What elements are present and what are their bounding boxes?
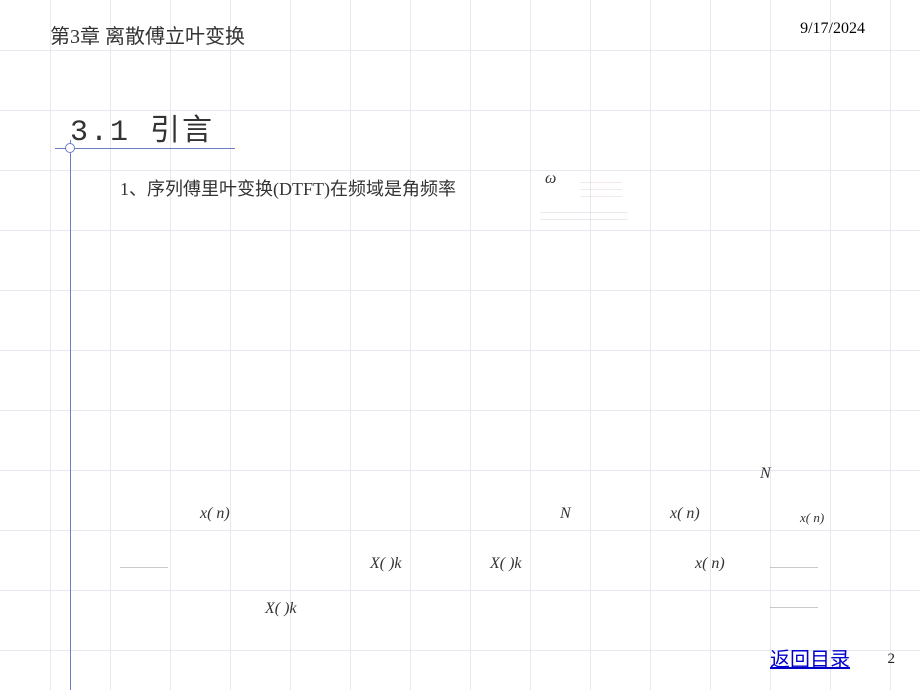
chapter-title: 第3章 离散傅立叶变换 (50, 20, 245, 49)
formula-Xk-3: X( )k (265, 600, 297, 618)
tiny-annotation-2: ········································… (540, 210, 660, 224)
title-underline (55, 148, 235, 149)
formula-xn-1: x( n) (200, 505, 230, 523)
tiny-line-3: ———————— (770, 605, 818, 612)
back-to-toc-link[interactable]: 返回目录 (770, 643, 850, 672)
formula-Xk-2: X( )k (490, 555, 522, 573)
body-line-1: 1、序列傅里叶变换(DTFT)在频域是角频率 (120, 175, 456, 201)
title-bullet-icon (65, 143, 75, 153)
vertical-rule (70, 140, 71, 690)
omega-symbol: ω (545, 170, 556, 188)
header-date: 9/17/2024 (800, 20, 865, 38)
formula-xn-3: x( n) (800, 510, 824, 526)
tiny-annotation-1: ····················· ··················… (580, 180, 660, 202)
section-title: 3.1 引言 (70, 105, 214, 150)
formula-N-1: N (760, 465, 771, 483)
tiny-line-2: ———————— (770, 565, 818, 572)
formula-Xk-1: X( )k (370, 555, 402, 573)
formula-N-2: N (560, 505, 571, 523)
tiny-line-1: ———————— (120, 565, 168, 572)
page-number: 2 (888, 651, 896, 668)
background-grid (0, 0, 920, 690)
formula-xn-2: x( n) (670, 505, 700, 523)
formula-xn-4: x( n) (695, 555, 725, 573)
